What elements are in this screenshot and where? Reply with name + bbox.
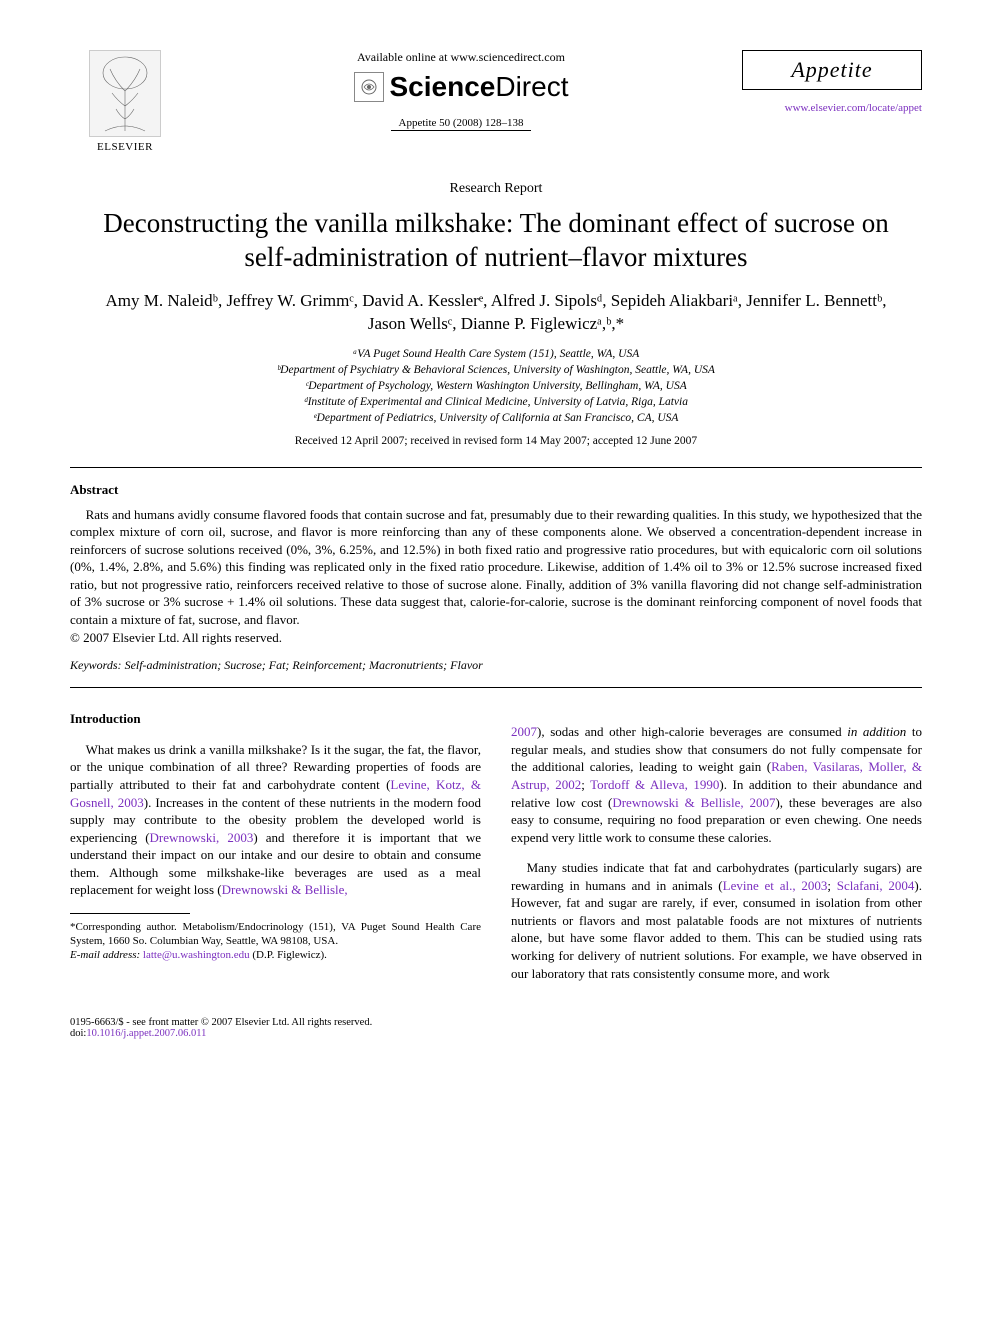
citation-link[interactable]: Tordoff & Alleva, 1990 xyxy=(590,777,719,792)
article-type: Research Report xyxy=(70,181,922,197)
journal-block: Appetite www.elsevier.com/locate/appet xyxy=(742,50,922,116)
intro-heading: Introduction xyxy=(70,710,481,728)
footer-left: 0195-6663/$ - see front matter © 2007 El… xyxy=(70,1017,372,1039)
affiliation-a: ᵃVA Puget Sound Health Care System (151)… xyxy=(70,346,922,362)
affiliation-d: ᵈInstitute of Experimental and Clinical … xyxy=(70,394,922,410)
abstract-copyright: © 2007 Elsevier Ltd. All rights reserved… xyxy=(70,630,922,646)
intro-paragraph-1-cont: 2007), sodas and other high-calorie beve… xyxy=(511,723,922,846)
center-header: Available online at www.sciencedirect.co… xyxy=(180,50,742,131)
abstract-body: Rats and humans avidly consume flavored … xyxy=(70,506,922,629)
header-row: ELSEVIER Available online at www.science… xyxy=(70,50,922,153)
column-right: 2007), sodas and other high-calorie beve… xyxy=(511,710,922,995)
sciencedirect-text: ScienceDirect xyxy=(390,71,569,103)
citation-link[interactable]: Sclafani, 2004 xyxy=(837,878,915,893)
rule-top xyxy=(70,467,922,468)
email-label: E-mail address: xyxy=(70,949,140,961)
sciencedirect-icon xyxy=(354,72,384,102)
citation-link[interactable]: Levine et al., 2003 xyxy=(723,878,828,893)
article-dates: Received 12 April 2007; received in revi… xyxy=(70,435,922,447)
affiliation-e: ᵉDepartment of Pediatrics, University of… xyxy=(70,410,922,426)
footnote-separator xyxy=(70,913,190,914)
email-link[interactable]: latte@u.washington.edu xyxy=(143,949,250,961)
journal-url-link[interactable]: www.elsevier.com/locate/appet xyxy=(785,102,922,114)
email-author-name: (D.P. Figlewicz). xyxy=(252,949,327,961)
footnote-email-line: E-mail address: latte@u.washington.edu (… xyxy=(70,948,481,962)
keywords-label: Keywords: xyxy=(70,658,122,672)
publisher-block: ELSEVIER xyxy=(70,50,180,153)
citation-link[interactable]: Drewnowski, 2003 xyxy=(150,830,254,845)
author-list: Amy M. Naleidᵇ, Jeffrey W. Grimmᶜ, David… xyxy=(100,289,892,337)
citation-link[interactable]: Drewnowski & Bellisle, xyxy=(222,882,348,897)
article-title: Deconstructing the vanilla milkshake: Th… xyxy=(90,207,902,275)
body-columns: Introduction What makes us drink a vanil… xyxy=(70,710,922,995)
doi-link[interactable]: 10.1016/j.appet.2007.06.011 xyxy=(86,1028,206,1039)
front-matter-line: 0195-6663/$ - see front matter © 2007 El… xyxy=(70,1017,372,1028)
keywords-line: Keywords: Self-administration; Sucrose; … xyxy=(70,658,922,673)
footer-bar: 0195-6663/$ - see front matter © 2007 El… xyxy=(70,1017,922,1039)
rule-bottom xyxy=(70,687,922,688)
available-online-text: Available online at www.sciencedirect.co… xyxy=(190,50,732,65)
citation-line: Appetite 50 (2008) 128–138 xyxy=(391,117,532,131)
citation-link[interactable]: 2007 xyxy=(511,724,537,739)
affiliations: ᵃVA Puget Sound Health Care System (151)… xyxy=(70,346,922,426)
footnote-address: *Corresponding author. Metabolism/Endocr… xyxy=(70,920,481,949)
affiliation-b: ᵇDepartment of Psychiatry & Behavioral S… xyxy=(70,362,922,378)
sciencedirect-logo: ScienceDirect xyxy=(190,71,732,103)
citation-link[interactable]: Drewnowski & Bellisle, 2007 xyxy=(612,795,775,810)
elsevier-tree-icon xyxy=(89,50,161,137)
journal-name-box: Appetite xyxy=(742,50,922,90)
corresponding-author-footnote: *Corresponding author. Metabolism/Endocr… xyxy=(70,920,481,963)
abstract-heading: Abstract xyxy=(70,482,922,498)
intro-paragraph-2: Many studies indicate that fat and carbo… xyxy=(511,859,922,982)
affiliation-c: ᶜDepartment of Psychology, Western Washi… xyxy=(70,378,922,394)
keywords-list: Self-administration; Sucrose; Fat; Reinf… xyxy=(125,658,483,672)
column-left: Introduction What makes us drink a vanil… xyxy=(70,710,481,995)
publisher-label: ELSEVIER xyxy=(70,141,180,153)
page: ELSEVIER Available online at www.science… xyxy=(0,0,992,1079)
doi-line: doi:10.1016/j.appet.2007.06.011 xyxy=(70,1028,372,1039)
intro-paragraph-1: What makes us drink a vanilla milkshake?… xyxy=(70,741,481,899)
